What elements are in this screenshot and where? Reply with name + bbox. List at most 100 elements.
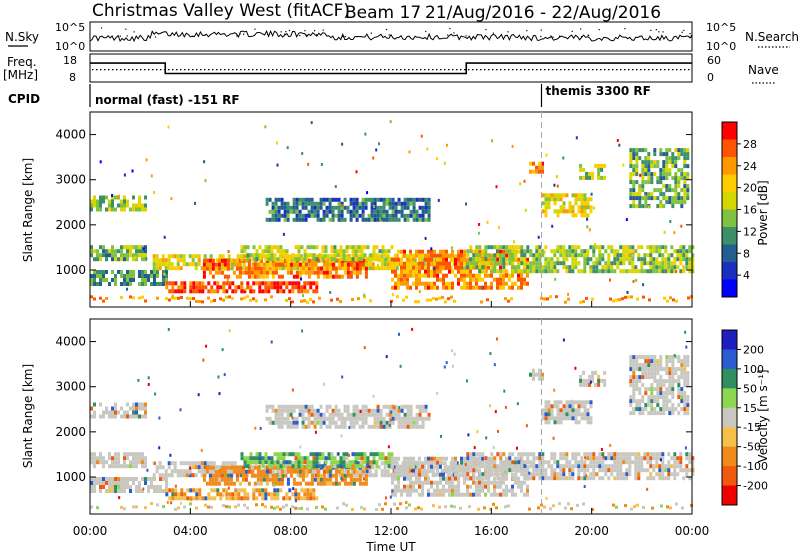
velocity-cell bbox=[237, 488, 241, 493]
power-near-range-cell bbox=[210, 299, 213, 303]
velocity-cell bbox=[688, 452, 692, 457]
velocity-near-range-cell bbox=[549, 507, 552, 511]
power-cell bbox=[680, 196, 684, 201]
velocity-cell bbox=[346, 412, 350, 417]
power-cell bbox=[286, 213, 290, 218]
velocity-cell bbox=[366, 460, 370, 465]
velocity-cell bbox=[144, 477, 147, 481]
power-cell bbox=[391, 201, 395, 206]
velocity-cell bbox=[191, 465, 195, 470]
velocity-cell bbox=[111, 477, 114, 481]
velocity-cell bbox=[117, 481, 120, 485]
velocity-cell bbox=[604, 456, 608, 461]
power-cell bbox=[153, 270, 156, 274]
power-cell bbox=[650, 160, 654, 165]
power-cell bbox=[197, 254, 201, 259]
velocity-cell bbox=[99, 456, 102, 461]
velocity-cell bbox=[262, 477, 266, 482]
velocity-cell bbox=[105, 477, 108, 481]
velocity-cell bbox=[526, 460, 530, 465]
velocity-cell bbox=[634, 452, 638, 457]
velocity-cell bbox=[643, 468, 647, 473]
velocity-cell bbox=[577, 468, 581, 473]
velocity-cell bbox=[223, 477, 227, 482]
velocity-cell bbox=[400, 472, 403, 477]
power-cell bbox=[649, 253, 653, 258]
velocity-cell bbox=[661, 468, 665, 473]
power-cell bbox=[484, 273, 487, 278]
power-cell bbox=[214, 262, 218, 267]
velocity-sporadic-cell bbox=[188, 471, 191, 475]
velocity-cell bbox=[123, 481, 126, 485]
power-cell bbox=[120, 270, 123, 274]
velocity-cell bbox=[105, 489, 108, 493]
power-cell bbox=[600, 167, 604, 172]
velocity-sporadic-cell bbox=[154, 392, 157, 396]
power-cell bbox=[481, 249, 485, 254]
velocity-cell bbox=[496, 476, 500, 481]
power-cell bbox=[559, 245, 563, 250]
velocity-cell bbox=[345, 452, 349, 457]
velocity-cell bbox=[170, 469, 174, 474]
power-cell bbox=[574, 253, 578, 258]
power-cell bbox=[388, 217, 392, 222]
velocity-cell bbox=[632, 399, 636, 404]
power-cell bbox=[649, 257, 653, 262]
power-cell bbox=[529, 249, 533, 254]
power-cell bbox=[595, 269, 599, 274]
power-cell bbox=[448, 261, 451, 266]
velocity-cell bbox=[559, 412, 563, 417]
power-cell bbox=[538, 169, 541, 174]
power-sporadic-cell bbox=[524, 208, 527, 212]
velocity-cell bbox=[634, 476, 638, 481]
power-cell bbox=[158, 258, 162, 263]
velocity-cell bbox=[132, 410, 135, 415]
power-cell bbox=[304, 270, 308, 275]
velocity-cell bbox=[451, 460, 454, 465]
power-cell bbox=[674, 176, 678, 181]
power-cell bbox=[481, 265, 485, 270]
power-cell bbox=[298, 217, 302, 222]
velocity-cell bbox=[289, 404, 293, 409]
power-cell bbox=[228, 285, 232, 290]
velocity-cell bbox=[415, 488, 418, 493]
velocity-cell bbox=[268, 420, 272, 425]
power-cell bbox=[541, 265, 545, 270]
velocity-cell bbox=[403, 476, 406, 481]
velocity-cell bbox=[355, 408, 359, 413]
power-cell bbox=[241, 270, 245, 275]
velocity-cell bbox=[583, 416, 587, 421]
velocity-cell bbox=[538, 468, 542, 473]
power-cell bbox=[565, 209, 569, 214]
power-cell bbox=[170, 254, 174, 259]
velocity-cell bbox=[598, 476, 602, 481]
velocity-cell bbox=[294, 488, 298, 493]
power-cell bbox=[129, 245, 132, 250]
power-cell bbox=[571, 261, 575, 266]
velocity-near-range-cell bbox=[405, 506, 408, 510]
power-cell bbox=[649, 245, 653, 250]
power-cell bbox=[358, 270, 362, 275]
velocity-cell bbox=[583, 452, 587, 457]
power-cell bbox=[442, 265, 445, 270]
power-cell bbox=[592, 261, 596, 266]
power-sporadic-cell bbox=[642, 283, 645, 287]
velocity-cell bbox=[553, 452, 557, 457]
power-cell bbox=[653, 196, 657, 201]
power-cell bbox=[499, 265, 502, 270]
velocity-cell bbox=[120, 477, 123, 481]
velocity-cell bbox=[676, 472, 680, 477]
velocity-cell bbox=[635, 387, 639, 392]
velocity-near-range-cell bbox=[96, 506, 99, 510]
velocity-near-range-cell bbox=[504, 505, 507, 509]
velocity-cell bbox=[265, 477, 269, 482]
power-cell bbox=[235, 266, 239, 271]
power-cell bbox=[541, 209, 545, 214]
power-sporadic-cell bbox=[586, 217, 589, 221]
power-cell bbox=[321, 249, 325, 254]
power-cell bbox=[223, 258, 227, 263]
velocity-cell bbox=[658, 468, 662, 473]
power-cell bbox=[256, 262, 260, 267]
power-cell bbox=[439, 277, 442, 282]
velocity-cell bbox=[141, 477, 144, 481]
